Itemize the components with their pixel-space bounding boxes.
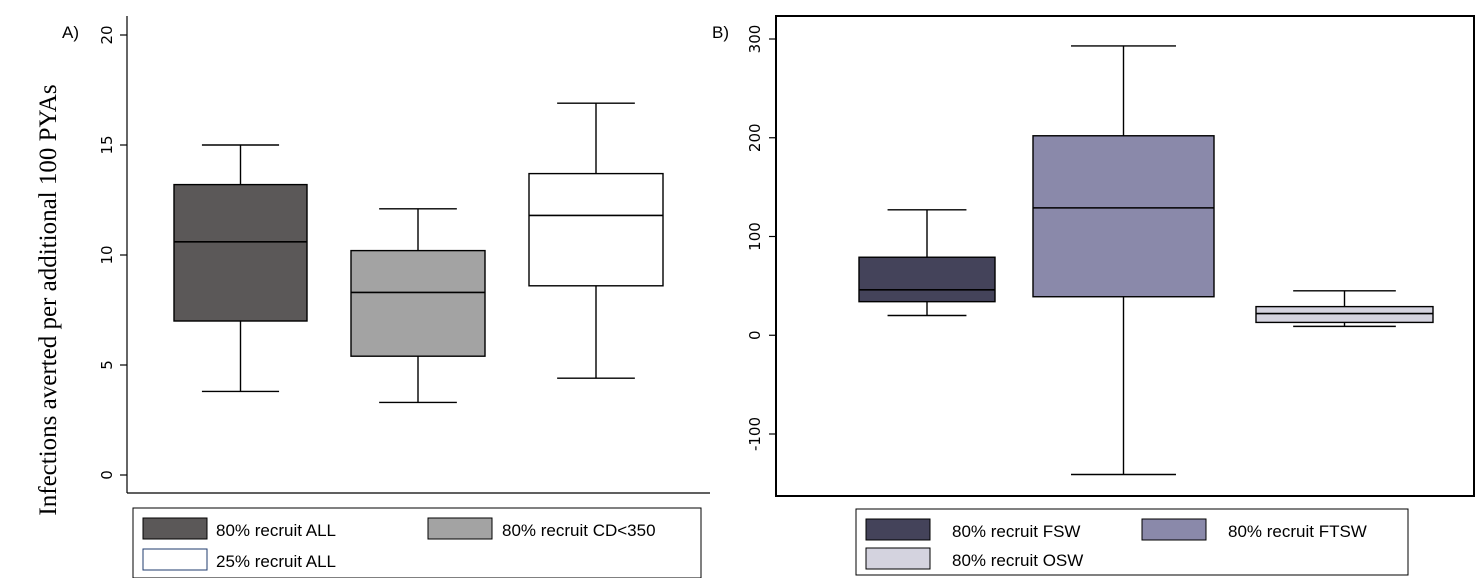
box-iqr [858, 256, 996, 303]
legend-label: 80% recruit FTSW [1228, 522, 1367, 541]
y-tick-label: 10 [98, 245, 116, 264]
y-tick-label: 100 [746, 222, 764, 251]
legend-swatch [1141, 518, 1207, 541]
box-iqr [1255, 305, 1434, 324]
legend-swatch [142, 548, 208, 571]
box-series [858, 209, 996, 317]
box-iqr [350, 249, 486, 357]
y-tick-label: 5 [98, 360, 116, 370]
legend-label: 80% recruit ALL [216, 521, 336, 540]
legend-frame [855, 508, 1409, 576]
y-tick-label: 0 [98, 470, 116, 480]
legend-label: 25% recruit ALL [216, 552, 336, 571]
legend: 80% recruit ALL 80% recruit CD<350 25% rec… [132, 507, 702, 578]
y-axis-label: Infections averted per additional 100 PY… [35, 84, 62, 515]
panel-a: A) 0 5 10 15 20 80% recruit ALL 80% recruit CD<… [62, 16, 710, 578]
legend-swatch [865, 518, 931, 541]
legend-label: 80% recruit CD<350 [502, 521, 656, 540]
legend-frame [132, 507, 702, 578]
box-series [350, 208, 486, 404]
legend: 80% recruit FSW 80% recruit FTSW 80% recru… [855, 508, 1409, 576]
box-series [173, 144, 308, 393]
y-tick-label: 200 [746, 123, 764, 152]
legend-label: 80% recruit OSW [952, 551, 1083, 570]
legend-swatch [865, 547, 931, 570]
panel-label: B) [712, 23, 729, 42]
y-tick-label: -100 [746, 417, 764, 451]
panel-label: A) [62, 23, 79, 42]
y-tick-label: 15 [98, 135, 116, 154]
legend-label: 80% recruit FSW [952, 522, 1080, 541]
y-tick-label: 0 [746, 330, 764, 340]
legend-swatch [142, 517, 208, 540]
box-series [528, 102, 664, 379]
box-iqr [173, 183, 308, 322]
box-iqr [1032, 135, 1215, 298]
y-tick-label: 300 [746, 25, 764, 54]
plot-frame [775, 15, 1475, 497]
y-tick-label: 20 [98, 25, 116, 44]
box-iqr [528, 172, 664, 287]
box-series [1032, 45, 1215, 476]
legend-swatch [427, 517, 493, 540]
box-series [1255, 290, 1434, 328]
